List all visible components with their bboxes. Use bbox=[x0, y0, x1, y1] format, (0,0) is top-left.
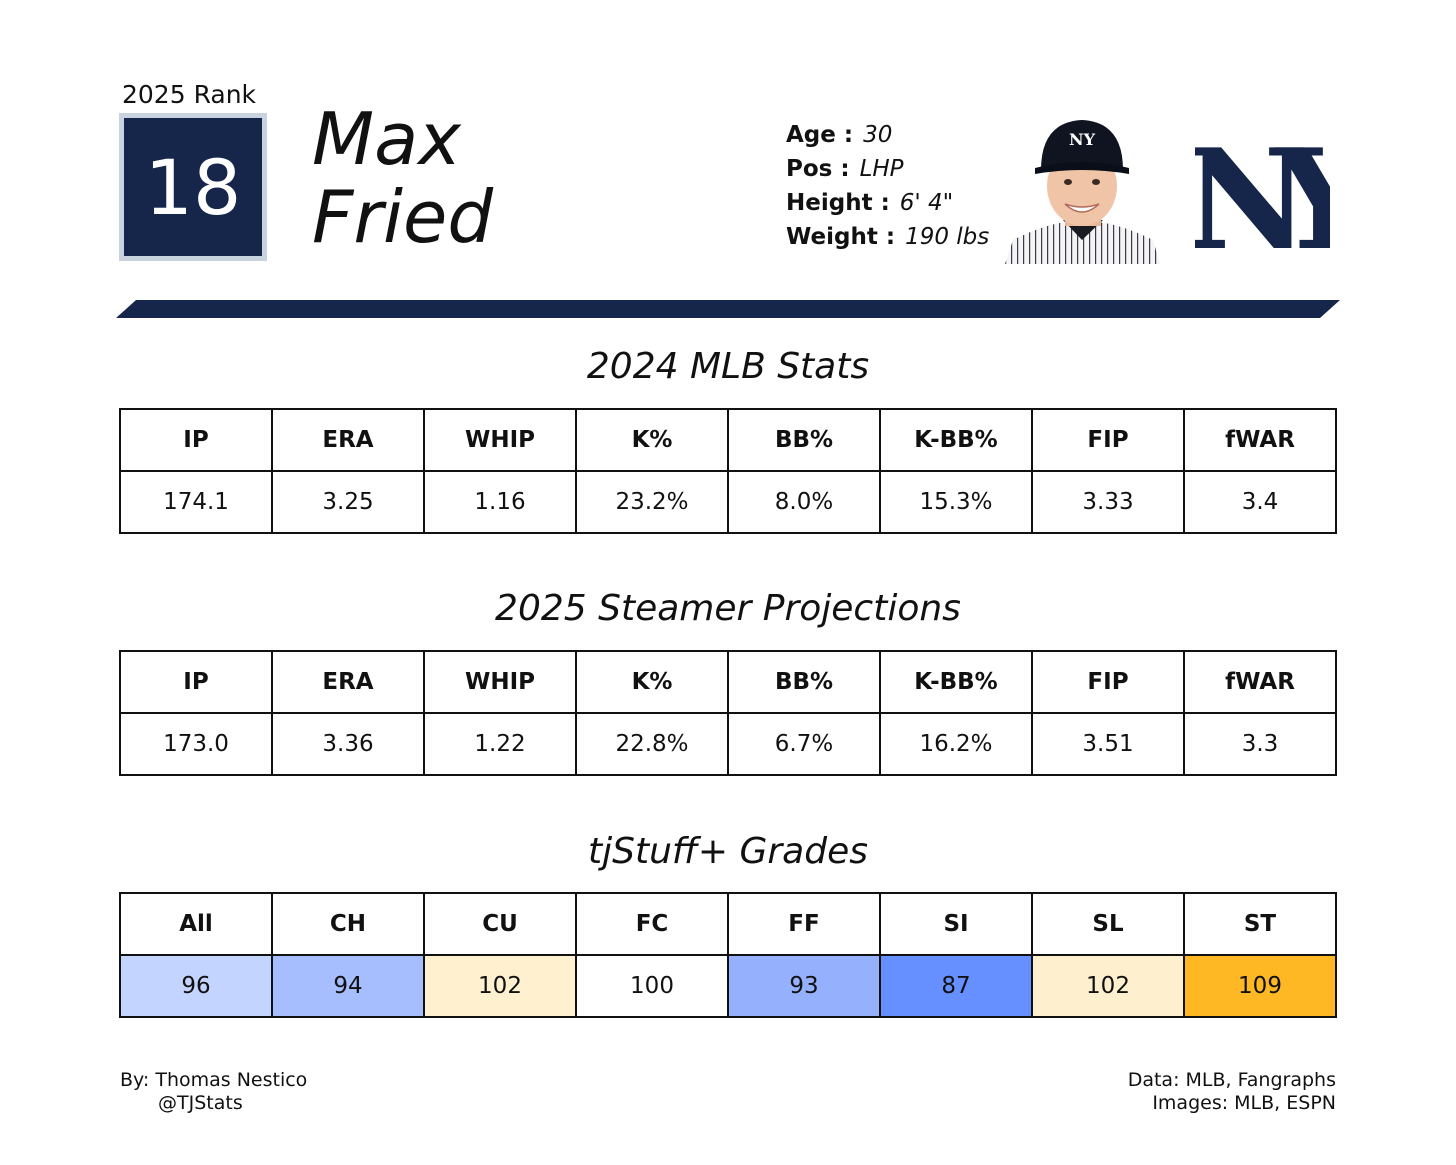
player-bio: Age :30 Pos : LHP Height :6' 4" Weight :1… bbox=[786, 118, 989, 254]
mlb-stats-table: IP ERA WHIP K% BB% K-BB% FIP fWAR 174.1 … bbox=[119, 408, 1337, 534]
table-row: 96 94 102 100 93 87 102 109 bbox=[119, 954, 1337, 1018]
table-cell: 3.3 bbox=[1183, 712, 1337, 776]
table-cell: 6.7% bbox=[727, 712, 881, 776]
footer-credits: By: Thomas Nestico @TJStats bbox=[120, 1069, 307, 1115]
player-name: Max Fried bbox=[312, 100, 493, 256]
bio-weight: Weight :190 lbs bbox=[786, 224, 990, 250]
footer-handle: @TJStats bbox=[158, 1092, 243, 1114]
column-header: CU bbox=[423, 892, 577, 956]
table-cell: 3.4 bbox=[1183, 470, 1337, 534]
table-cell: 23.2% bbox=[575, 470, 729, 534]
projections-title: 2025 Steamer Projections bbox=[495, 588, 961, 629]
grade-cell: 94 bbox=[271, 954, 425, 1018]
column-header: IP bbox=[119, 650, 273, 714]
column-header: ST bbox=[1183, 892, 1337, 956]
column-header: All bbox=[119, 892, 273, 956]
svg-text:NY: NY bbox=[1195, 118, 1330, 258]
table-cell: 3.36 bbox=[271, 712, 425, 776]
table-cell: 1.16 bbox=[423, 470, 577, 534]
column-header: fWAR bbox=[1183, 650, 1337, 714]
grade-cell: 93 bbox=[727, 954, 881, 1018]
column-header: SL bbox=[1031, 892, 1185, 956]
bio-height: Height :6' 4" bbox=[786, 190, 954, 216]
column-header: K% bbox=[575, 650, 729, 714]
column-header: K-BB% bbox=[879, 650, 1033, 714]
player-last-name: Fried bbox=[312, 175, 494, 259]
footer-data-source: Data: MLB, Fangraphs bbox=[1127, 1069, 1336, 1091]
rank-badge: 18 bbox=[119, 113, 267, 261]
table-header-row: IP ERA WHIP K% BB% K-BB% FIP fWAR bbox=[119, 408, 1337, 472]
column-header: FIP bbox=[1031, 650, 1185, 714]
grades-table: All CH CU FC FF SI SL ST 96 94 102 100 9… bbox=[119, 892, 1337, 1018]
table-cell: 3.33 bbox=[1031, 470, 1185, 534]
grade-cell: 100 bbox=[575, 954, 729, 1018]
column-header: FC bbox=[575, 892, 729, 956]
mlb-stats-title: 2024 MLB Stats bbox=[586, 346, 870, 387]
table-cell: 173.0 bbox=[119, 712, 273, 776]
column-header: WHIP bbox=[423, 408, 577, 472]
grade-cell: 102 bbox=[1031, 954, 1185, 1018]
footer-image-source: Images: MLB, ESPN bbox=[1152, 1092, 1336, 1114]
column-header: K-BB% bbox=[879, 408, 1033, 472]
svg-text:NY: NY bbox=[1069, 130, 1096, 149]
table-cell: 8.0% bbox=[727, 470, 881, 534]
table-row: 173.0 3.36 1.22 22.8% 6.7% 16.2% 3.51 3.… bbox=[119, 712, 1337, 776]
grade-cell: 109 bbox=[1183, 954, 1337, 1018]
table-cell: 174.1 bbox=[119, 470, 273, 534]
footer-sources: Data: MLB, Fangraphs Images: MLB, ESPN bbox=[1128, 1069, 1336, 1115]
column-header: CH bbox=[271, 892, 425, 956]
table-cell: 1.22 bbox=[423, 712, 577, 776]
column-header: SI bbox=[879, 892, 1033, 956]
grades-title: tjStuff+ Grades bbox=[587, 831, 868, 872]
projections-table: IP ERA WHIP K% BB% K-BB% FIP fWAR 173.0 … bbox=[119, 650, 1337, 776]
table-cell: 3.51 bbox=[1031, 712, 1185, 776]
column-header: FF bbox=[727, 892, 881, 956]
yankees-logo: NY bbox=[1195, 118, 1330, 258]
player-headshot: NY bbox=[1005, 120, 1160, 264]
rank-value: 18 bbox=[124, 118, 262, 256]
bio-age: Age :30 bbox=[786, 122, 893, 148]
column-header: ERA bbox=[271, 650, 425, 714]
grade-cell: 87 bbox=[879, 954, 1033, 1018]
table-cell: 15.3% bbox=[879, 470, 1033, 534]
grade-cell: 102 bbox=[423, 954, 577, 1018]
column-header: IP bbox=[119, 408, 273, 472]
column-header: BB% bbox=[727, 650, 881, 714]
footer-author: By: Thomas Nestico bbox=[120, 1069, 308, 1091]
header-divider bbox=[116, 300, 1340, 318]
player-first-name: Max bbox=[312, 97, 461, 181]
rank-label: 2025 Rank bbox=[122, 80, 257, 109]
table-row: 174.1 3.25 1.16 23.2% 8.0% 15.3% 3.33 3.… bbox=[119, 470, 1337, 534]
column-header: fWAR bbox=[1183, 408, 1337, 472]
column-header: K% bbox=[575, 408, 729, 472]
grade-cell: 96 bbox=[119, 954, 273, 1018]
table-header-row: IP ERA WHIP K% BB% K-BB% FIP fWAR bbox=[119, 650, 1337, 714]
column-header: FIP bbox=[1031, 408, 1185, 472]
column-header: ERA bbox=[271, 408, 425, 472]
table-header-row: All CH CU FC FF SI SL ST bbox=[119, 892, 1337, 956]
bio-position: Pos : LHP bbox=[786, 156, 904, 182]
column-header: BB% bbox=[727, 408, 881, 472]
column-header: WHIP bbox=[423, 650, 577, 714]
table-cell: 16.2% bbox=[879, 712, 1033, 776]
table-cell: 22.8% bbox=[575, 712, 729, 776]
table-cell: 3.25 bbox=[271, 470, 425, 534]
